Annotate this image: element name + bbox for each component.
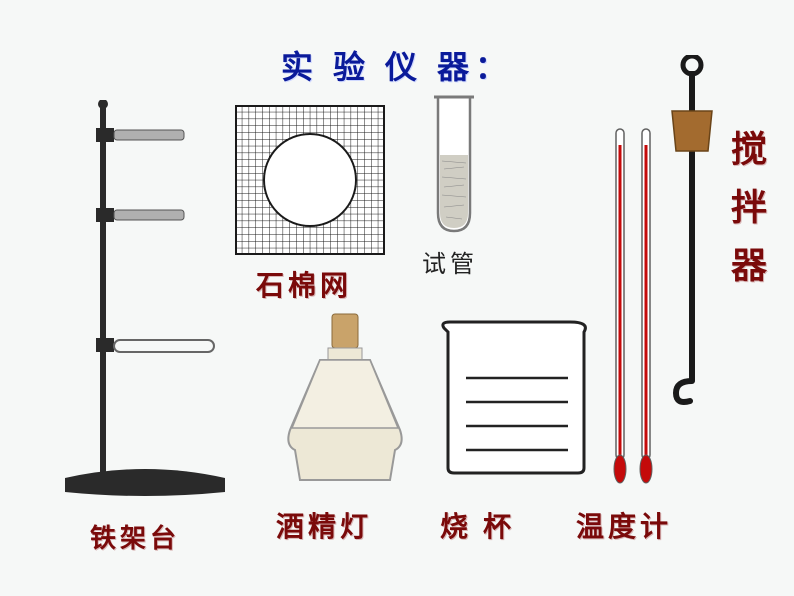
label-beaker: 烧 杯 (440, 505, 515, 545)
iron-stand-figure (60, 100, 230, 500)
beaker-figure (440, 320, 590, 475)
label-lamp: 酒精灯 (276, 505, 372, 545)
label-stand: 铁架台 (90, 518, 180, 555)
label-mesh: 石棉网 (256, 264, 352, 304)
alcohol-lamp-figure (280, 310, 410, 485)
page-title: 实 验 仪 器： (281, 42, 513, 88)
label-tube: 试管 (422, 244, 478, 279)
asbestos-mesh-figure (235, 105, 385, 255)
thermometer-figure (610, 125, 660, 485)
label-stirrer: 搅拌器 (720, 130, 772, 304)
test-tube-figure (432, 95, 476, 235)
label-thermo: 温度计 (576, 505, 672, 545)
